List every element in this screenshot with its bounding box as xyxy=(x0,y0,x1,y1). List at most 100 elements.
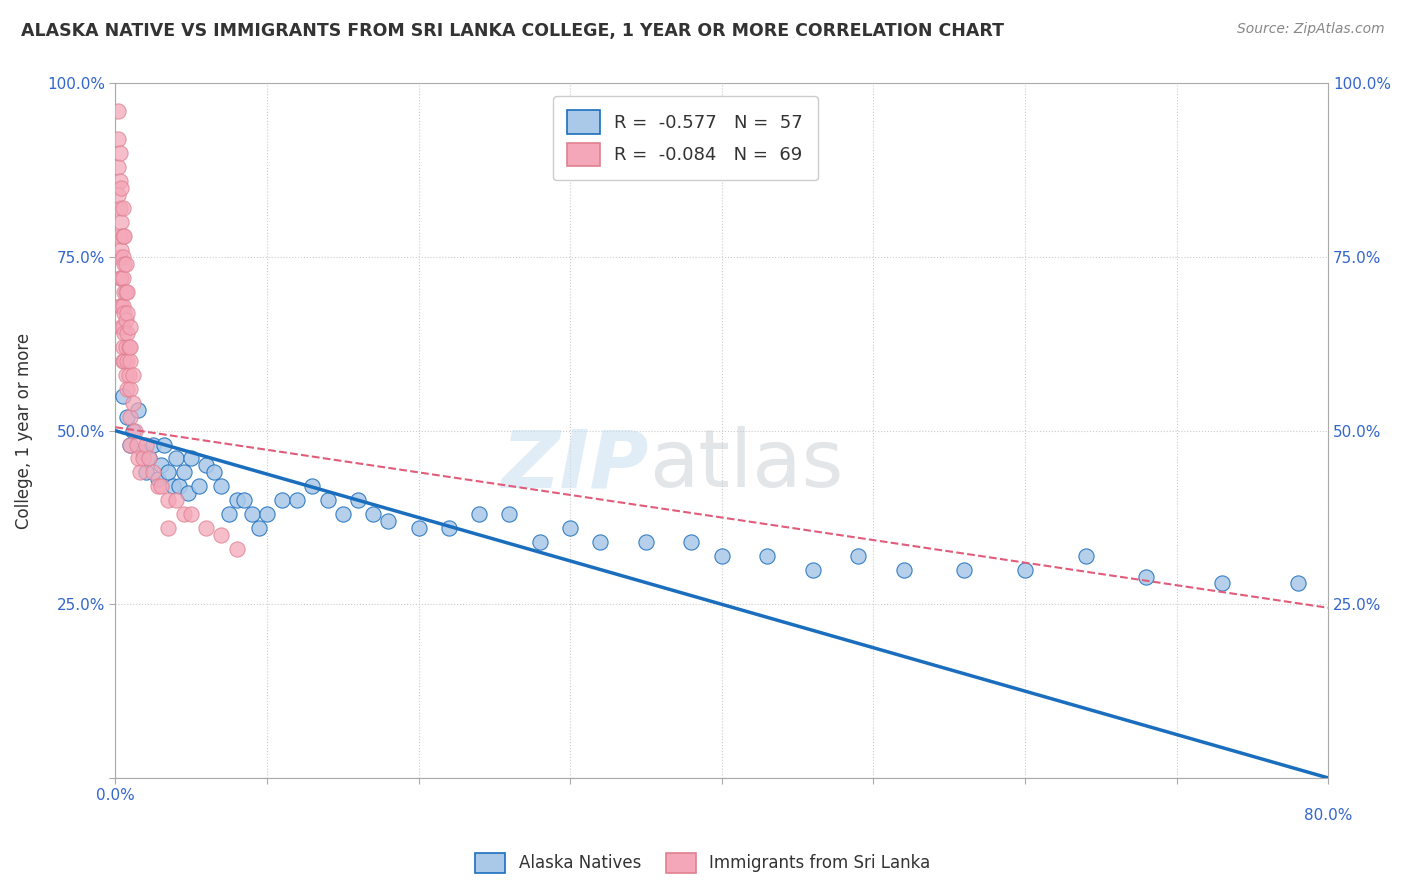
Point xyxy=(498,507,520,521)
Point xyxy=(111,299,134,313)
Point xyxy=(681,534,703,549)
Point xyxy=(110,215,132,229)
Point xyxy=(146,472,169,486)
Point xyxy=(271,493,294,508)
Point xyxy=(122,368,145,383)
Point xyxy=(111,250,134,264)
Point xyxy=(202,466,225,480)
Point xyxy=(118,368,141,383)
Point xyxy=(117,326,139,341)
Point xyxy=(187,479,209,493)
Point xyxy=(108,202,131,216)
Point xyxy=(115,285,138,299)
Point xyxy=(112,326,135,341)
Point xyxy=(108,271,131,285)
Text: atlas: atlas xyxy=(650,426,844,504)
Point xyxy=(138,451,160,466)
Point xyxy=(120,319,142,334)
Point xyxy=(108,174,131,188)
Point xyxy=(149,458,172,473)
Point xyxy=(120,437,142,451)
Point xyxy=(209,479,232,493)
Point xyxy=(225,541,247,556)
Point xyxy=(115,257,138,271)
Point xyxy=(529,534,551,549)
Point xyxy=(135,437,157,451)
Text: ZIP: ZIP xyxy=(502,426,650,504)
Point xyxy=(195,521,218,535)
Point xyxy=(120,409,142,424)
Point xyxy=(157,493,180,508)
Point xyxy=(167,479,190,493)
Point xyxy=(1074,549,1097,563)
Point xyxy=(408,521,430,535)
Legend: Alaska Natives, Immigrants from Sri Lanka: Alaska Natives, Immigrants from Sri Lank… xyxy=(468,847,938,880)
Point xyxy=(111,389,134,403)
Point xyxy=(157,521,180,535)
Legend: R =  -0.577   N =  57, R =  -0.084   N =  69: R = -0.577 N = 57, R = -0.084 N = 69 xyxy=(553,96,818,180)
Point xyxy=(173,466,195,480)
Point xyxy=(361,507,384,521)
Point xyxy=(122,396,145,410)
Point xyxy=(110,180,132,194)
Point xyxy=(115,340,138,354)
Point xyxy=(127,402,149,417)
Point xyxy=(1211,576,1233,591)
Point xyxy=(112,285,135,299)
Point xyxy=(117,285,139,299)
Point xyxy=(124,424,146,438)
Point xyxy=(153,437,176,451)
Point xyxy=(115,368,138,383)
Point xyxy=(111,354,134,368)
Point xyxy=(112,229,135,244)
Point xyxy=(634,534,657,549)
Point xyxy=(953,563,976,577)
Point xyxy=(589,534,612,549)
Point xyxy=(316,493,339,508)
Point xyxy=(558,521,581,535)
Point xyxy=(710,549,733,563)
Point xyxy=(1286,576,1309,591)
Point xyxy=(111,229,134,244)
Point xyxy=(218,507,240,521)
Point xyxy=(135,466,157,480)
Point xyxy=(209,528,232,542)
Point xyxy=(162,479,184,493)
Point xyxy=(108,299,131,313)
Point xyxy=(180,451,202,466)
Text: 80.0%: 80.0% xyxy=(1303,808,1353,823)
Point xyxy=(142,437,165,451)
Point xyxy=(173,507,195,521)
Point xyxy=(1014,563,1036,577)
Point xyxy=(115,312,138,326)
Point xyxy=(111,271,134,285)
Point xyxy=(107,187,129,202)
Point xyxy=(117,382,139,396)
Point xyxy=(117,354,139,368)
Point xyxy=(111,319,134,334)
Point xyxy=(165,493,187,508)
Point xyxy=(110,243,132,257)
Point xyxy=(122,424,145,438)
Y-axis label: College, 1 year or more: College, 1 year or more xyxy=(15,333,32,529)
Point xyxy=(112,354,135,368)
Point xyxy=(157,466,180,480)
Point xyxy=(301,479,323,493)
Point xyxy=(110,319,132,334)
Point xyxy=(107,160,129,174)
Point xyxy=(165,451,187,466)
Point xyxy=(125,437,148,451)
Point xyxy=(120,340,142,354)
Point xyxy=(256,507,278,521)
Point xyxy=(110,299,132,313)
Point xyxy=(347,493,370,508)
Point xyxy=(756,549,779,563)
Point xyxy=(240,507,263,521)
Point xyxy=(332,507,354,521)
Point xyxy=(180,507,202,521)
Point xyxy=(127,451,149,466)
Point xyxy=(437,521,460,535)
Point xyxy=(195,458,218,473)
Point xyxy=(112,257,135,271)
Point xyxy=(233,493,256,508)
